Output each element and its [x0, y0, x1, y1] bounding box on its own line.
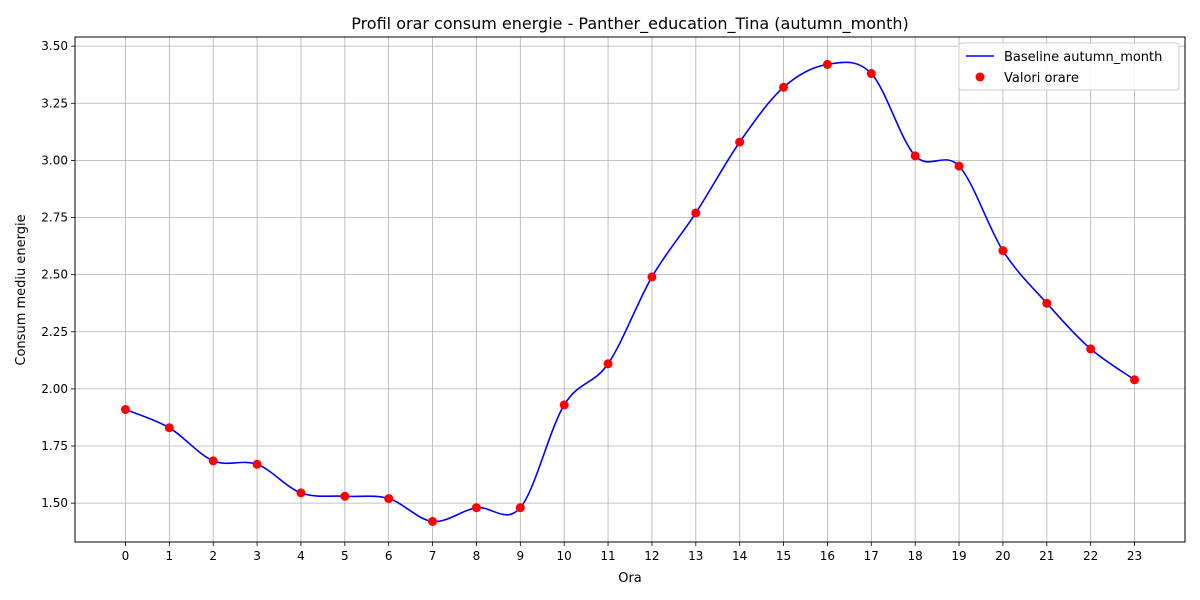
x-axis: 0 1 2 3 4 5 6 7 8 9 10 11 12 13 14 15 16 17 18 19 20 21 22 23: [122, 542, 1142, 563]
hourly-value-point: [164, 423, 174, 433]
x-tick-label: 0: [122, 549, 130, 563]
hourly-value-point: [779, 82, 789, 92]
hourly-value-point: [471, 503, 481, 513]
x-tick-label: 13: [688, 549, 703, 563]
chart-title: Profil orar consum energie - Panther_edu…: [351, 14, 909, 34]
x-tick-label: 23: [1127, 549, 1142, 563]
x-tick-label: 15: [776, 549, 791, 563]
x-tick-label: 2: [209, 549, 217, 563]
x-tick-label: 5: [341, 549, 349, 563]
x-tick-label: 19: [951, 549, 966, 563]
x-tick-label: 12: [644, 549, 659, 563]
x-tick-label: 16: [820, 549, 835, 563]
hourly-value-point: [296, 488, 306, 498]
hourly-value-point: [559, 400, 569, 410]
x-tick-label: 10: [557, 549, 572, 563]
hourly-value-point: [735, 137, 745, 147]
legend-box: [958, 42, 1180, 91]
x-tick-label: 11: [600, 549, 615, 563]
x-tick-label: 21: [1039, 549, 1054, 563]
x-tick-label: 20: [995, 549, 1010, 563]
x-tick-label: 3: [253, 549, 261, 563]
x-tick-label: 17: [864, 549, 879, 563]
y-tick-label: 2.50: [41, 268, 68, 282]
x-tick-label: 14: [732, 549, 747, 563]
y-tick-label: 1.50: [41, 496, 68, 510]
x-tick-label: 8: [473, 549, 481, 563]
hourly-value-point: [998, 246, 1008, 256]
plot-frame: [74, 36, 1186, 543]
series-layer: [120, 59, 1140, 526]
legend-item-baseline: Baseline autumn_month: [1004, 50, 1162, 65]
hourly-value-point: [603, 359, 613, 369]
legend: Baseline autumn_month Valori orare: [958, 42, 1180, 91]
x-tick-label: 6: [385, 549, 393, 563]
hourly-value-point: [691, 208, 701, 218]
hourly-value-point: [866, 69, 876, 79]
y-axis-label: Consum mediu energie: [14, 214, 29, 365]
hourly-value-point: [252, 459, 262, 469]
hourly-value-point: [1086, 344, 1096, 354]
x-tick-label: 4: [297, 549, 305, 563]
x-axis-label: Ora: [618, 571, 642, 586]
y-tick-label: 1.75: [41, 439, 68, 453]
x-tick-label: 1: [166, 549, 174, 563]
hourly-value-point: [428, 516, 438, 526]
hourly-value-point: [384, 494, 394, 504]
hourly-value-point: [1042, 298, 1052, 308]
x-tick-label: 7: [429, 549, 437, 563]
hourly-value-point: [954, 161, 964, 171]
hourly-value-point: [340, 491, 350, 501]
y-tick-label: 3.00: [41, 153, 68, 167]
legend-item-valori: Valori orare: [1004, 71, 1079, 86]
legend-scatter-marker: [975, 72, 985, 82]
grid: [75, 37, 1185, 542]
y-tick-label: 3.25: [41, 96, 68, 110]
y-axis: 1.50 1.75 2.00 2.25 2.50 2.75 3.00 3.25 3.50: [41, 39, 75, 510]
x-tick-label: 9: [516, 549, 524, 563]
hourly-value-point: [1130, 375, 1140, 385]
y-tick-label: 2.75: [41, 211, 68, 225]
hourly-value-point: [910, 151, 920, 161]
y-tick-label: 3.50: [41, 39, 68, 53]
hourly-value-point: [822, 59, 832, 69]
x-tick-label: 18: [908, 549, 923, 563]
y-tick-label: 2.25: [41, 325, 68, 339]
hourly-value-point: [120, 404, 130, 414]
hourly-value-point: [647, 272, 657, 282]
hourly-value-point: [208, 456, 218, 466]
hourly-value-point: [515, 503, 525, 513]
y-tick-label: 2.00: [41, 382, 68, 396]
x-tick-label: 22: [1083, 549, 1098, 563]
